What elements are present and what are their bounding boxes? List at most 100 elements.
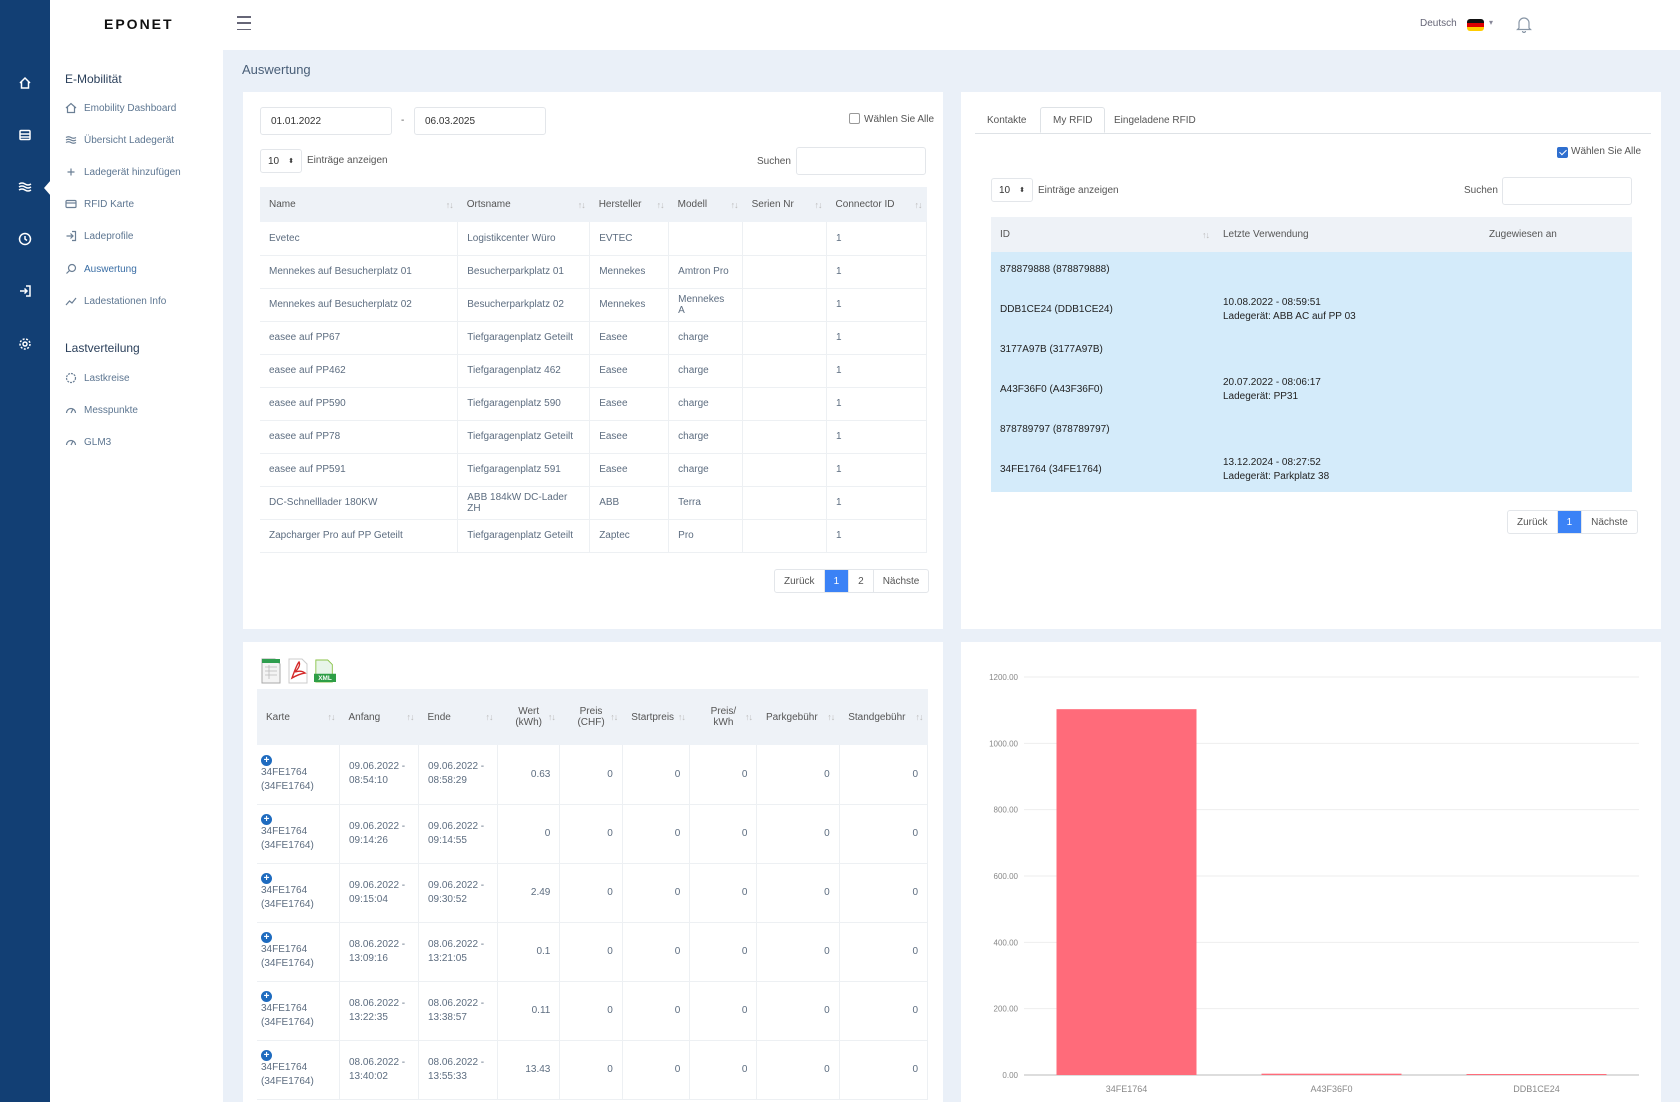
col-header[interactable]: Anfang ↑↓	[339, 689, 419, 745]
rfid-assigned	[1480, 367, 1632, 412]
expand-row-icon[interactable]: +	[261, 814, 272, 825]
sidebar-item-auswertung[interactable]: Auswertung	[65, 259, 137, 279]
col-header[interactable]: Karte ↑↓	[257, 689, 340, 745]
table-row[interactable]: DC-Schnelllader 180KW ABB 184kW DC-Lader …	[260, 486, 927, 520]
date-to-input[interactable]: 06.03.2025	[414, 107, 546, 135]
bar[interactable]	[1056, 709, 1197, 1075]
col-header[interactable]: Wert (kWh) ↑↓	[497, 689, 560, 745]
tab-my-rfid[interactable]: My RFID	[1040, 107, 1106, 133]
sidebar-item-messpunkte[interactable]: Messpunkte	[65, 400, 138, 420]
cell-stand: 0	[839, 981, 929, 1041]
table-row[interactable]: +34FE1764 (34FE1764) 08.06.2022 - 13:40:0…	[257, 1040, 929, 1100]
xml-icon[interactable]: XML	[314, 658, 336, 684]
col-header[interactable]: Zugewiesen an	[1480, 217, 1632, 252]
table-row[interactable]: easee auf PP78 Tiefgaragenplatz Geteilt Ea…	[260, 420, 927, 454]
table-row[interactable]: 3177A97B (3177A97B)	[991, 332, 1632, 367]
page-size-select[interactable]: 10 ⬍	[260, 149, 302, 173]
table-row[interactable]: 34FE1764 (34FE1764) 13.12.2024 - 08:27:52…	[991, 447, 1632, 492]
table-row[interactable]: easee auf PP67 Tiefgaragenplatz Geteilt Ea…	[260, 321, 927, 355]
database-icon[interactable]	[12, 122, 38, 148]
expand-row-icon[interactable]: +	[261, 1050, 272, 1061]
clock-icon[interactable]	[12, 226, 38, 252]
col-header[interactable]: Connector ID ↑↓	[826, 187, 927, 222]
tab-kontakte[interactable]: Kontakte	[987, 114, 1027, 126]
select-all-checkbox[interactable]	[849, 113, 860, 124]
tab-eingeladene-rfid[interactable]: Eingeladene RFID	[1114, 114, 1196, 126]
sidebar-item-label: Auswertung	[84, 263, 137, 275]
cell-value: 0	[824, 946, 830, 957]
expand-row-icon[interactable]: +	[261, 991, 272, 1002]
table-row[interactable]: A43F36F0 (A43F36F0) 20.07.2022 - 08:06:17…	[991, 367, 1632, 412]
table-row[interactable]: +34FE1764 (34FE1764) 09.06.2022 - 08:54:1…	[257, 745, 929, 805]
search-input[interactable]	[796, 147, 926, 175]
col-header[interactable]: Preis (CHF) ↑↓	[559, 689, 623, 745]
language-selector[interactable]: Deutsch	[1420, 18, 1457, 29]
sidebar-item-emobility-dashboard[interactable]: Emobility Dashboard	[65, 98, 176, 118]
sidebar-item-glm3[interactable]: GLM3	[65, 432, 111, 452]
bell-icon[interactable]	[1516, 15, 1532, 33]
excel-icon[interactable]	[260, 658, 282, 684]
pager-prev-button[interactable]: Zurück	[775, 570, 825, 592]
table-row[interactable]: +34FE1764 (34FE1764) 09.06.2022 - 09:15:0…	[257, 863, 929, 923]
table-row[interactable]: easee auf PP590 Tiefgaragenplatz 590 Easee…	[260, 387, 927, 421]
sidebar-item-ladestationen-info[interactable]: Ladestationen Info	[65, 291, 166, 311]
date-from-input[interactable]: 01.01.2022	[260, 107, 392, 135]
table-row[interactable]: Mennekes auf Besucherplatz 02 Besucherpar…	[260, 288, 927, 322]
col-header[interactable]: Hersteller ↑↓	[589, 187, 669, 222]
sidebar-item-ladeprofile[interactable]: Ladeprofile	[65, 226, 133, 246]
table-row[interactable]: Evetec Logistikcenter Würo EVTEC 1	[260, 222, 927, 256]
col-header[interactable]: Preis/ kWh ↑↓	[689, 689, 757, 745]
pager-page-1[interactable]: 1	[1557, 511, 1583, 533]
pager-prev-button[interactable]: Zurück	[1508, 511, 1558, 533]
col-header[interactable]: Serien Nr ↑↓	[742, 187, 827, 222]
expand-row-icon[interactable]: +	[261, 932, 272, 943]
table-row[interactable]: Zapcharger Pro auf PP Geteilt Tiefgaragen…	[260, 519, 927, 553]
sidebar-item-lastkreise[interactable]: Lastkreise	[65, 368, 130, 388]
pager-page-1[interactable]: 1	[824, 570, 850, 592]
col-header[interactable]: Parkgebühr ↑↓	[756, 689, 840, 745]
expand-row-icon[interactable]: +	[261, 873, 272, 884]
sidebar-item-ladegeraet-hinzufuegen[interactable]: Ladegerät hinzufügen	[65, 162, 181, 182]
table-row[interactable]: +34FE1764 (34FE1764) 08.06.2022 - 13:22:3…	[257, 981, 929, 1041]
col-header[interactable]: ID ↑↓	[991, 217, 1214, 252]
cell-value: 0	[607, 768, 613, 780]
gear-icon[interactable]	[12, 331, 38, 357]
pdf-icon[interactable]	[287, 658, 309, 684]
bar[interactable]	[1466, 1074, 1607, 1076]
cell-value: 09.06.2022 - 09:30:52	[427, 879, 485, 905]
expand-row-icon[interactable]: +	[261, 754, 272, 766]
chevron-down-icon[interactable]: ▾	[1489, 18, 1494, 27]
col-header[interactable]: Startpreis ↑↓	[622, 689, 690, 745]
pager-next-button[interactable]: Nächste	[1591, 516, 1628, 528]
select-all-checkbox[interactable]	[1557, 147, 1568, 158]
sidebar-item-uebersicht[interactable]: Übersicht Ladegerät	[65, 130, 174, 150]
col-header[interactable]: Name ↑↓	[260, 187, 458, 222]
bar[interactable]	[1261, 1073, 1402, 1075]
table-row[interactable]: 878789797 (878789797)	[991, 412, 1632, 447]
table-row[interactable]: +34FE1764 (34FE1764) 08.06.2022 - 13:09:1…	[257, 922, 929, 982]
table-row[interactable]: DDB1CE24 (DDB1CE24) 10.08.2022 - 08:59:51…	[991, 287, 1632, 332]
col-header[interactable]: Ende ↑↓	[418, 689, 498, 745]
rfid-assigned	[1480, 287, 1632, 332]
cell-stand: 0	[839, 745, 929, 805]
pager-page-2[interactable]: 2	[849, 570, 874, 592]
search-input[interactable]	[1502, 177, 1632, 205]
table-row[interactable]: Mennekes auf Besucherplatz 01 Besucherpar…	[260, 255, 927, 289]
home-icon[interactable]	[12, 70, 38, 96]
table-row[interactable]: 878879888 (878879888)	[991, 252, 1632, 287]
col-header[interactable]: Modell ↑↓	[668, 187, 743, 222]
table-row[interactable]: +34FE1764 (34FE1764) 09.06.2022 - 09:14:2…	[257, 804, 929, 864]
table-row[interactable]: easee auf PP591 Tiefgaragenplatz 591 Easee…	[260, 453, 927, 487]
waves-icon[interactable]	[12, 174, 38, 200]
col-header[interactable]: Standgebühr ↑↓	[839, 689, 928, 745]
login-icon[interactable]	[12, 278, 38, 304]
col-header[interactable]: Letzte Verwendung	[1214, 217, 1480, 252]
german-flag-icon[interactable]	[1467, 19, 1484, 31]
sidebar-item-rfid-karte[interactable]: RFID Karte	[65, 194, 134, 214]
last-use-charger: Ladegerät: Parkplatz 38	[1223, 471, 1330, 482]
table-row[interactable]: easee auf PP462 Tiefgaragenplatz 462 Easee…	[260, 354, 927, 388]
hamburger-menu-icon[interactable]	[237, 16, 251, 30]
col-header[interactable]: Ortsname ↑↓	[457, 187, 590, 222]
pager-next-button[interactable]: Nächste	[882, 575, 920, 587]
page-size-select[interactable]: 10 ⬍	[991, 178, 1033, 202]
